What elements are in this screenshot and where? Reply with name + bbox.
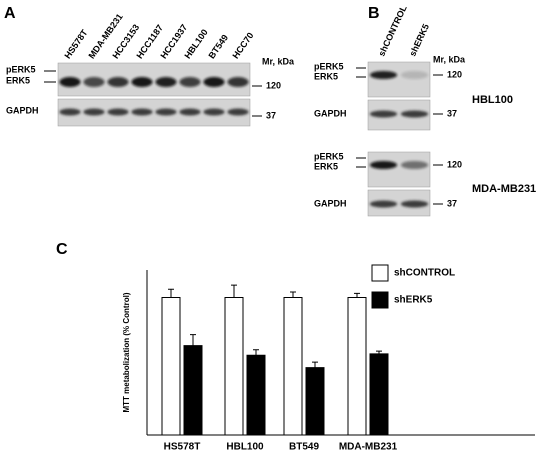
error-bar: [312, 361, 318, 368]
band: [400, 200, 429, 208]
band: [83, 77, 105, 87]
band: [203, 108, 225, 116]
error-bar: [190, 334, 196, 346]
marker: 120: [447, 69, 462, 79]
bar: [161, 297, 181, 436]
panel-label: A: [4, 5, 16, 22]
band: [131, 77, 153, 87]
bar: [347, 297, 367, 436]
marker: 37: [266, 110, 276, 120]
band: [227, 77, 249, 87]
lane-label: HS578T: [62, 27, 89, 60]
bar: [224, 297, 244, 436]
cell-line-label: HBL100: [472, 94, 513, 106]
band: [400, 161, 429, 169]
band: [155, 108, 177, 116]
lane-label: HBL100: [182, 27, 209, 60]
lane-label: BT549: [206, 33, 230, 61]
band: [59, 108, 81, 116]
band-label: GAPDH: [314, 198, 347, 208]
band: [83, 108, 105, 116]
error-bar: [354, 292, 360, 298]
legend-label: shCONTROL: [394, 268, 455, 279]
lane-label: HCC70: [230, 31, 255, 61]
band: [179, 77, 201, 87]
band-label: ERK5: [314, 71, 338, 81]
band-label: pERK5: [314, 61, 344, 71]
x-tick-label: MDA-MB231: [339, 442, 398, 453]
marker: 120: [447, 159, 462, 169]
panel-label: C: [56, 241, 68, 258]
cell-line-label: MDA-MB231: [472, 183, 536, 195]
bar: [369, 353, 389, 436]
band: [369, 71, 398, 79]
bar: [183, 345, 203, 436]
band-label: GAPDH: [314, 108, 347, 118]
y-axis-label: MTT metabolization (% Control): [122, 292, 131, 412]
band-label: ERK5: [6, 75, 30, 85]
band: [203, 77, 225, 87]
marker: 37: [447, 108, 457, 118]
unit-label: Mr, kDa: [433, 54, 466, 64]
bar: [246, 354, 266, 436]
x-tick-label: HBL100: [226, 442, 264, 453]
marker: 120: [266, 80, 281, 90]
error-bar: [168, 288, 174, 298]
band: [107, 108, 129, 116]
lane-label: shERK5: [407, 22, 431, 58]
band: [59, 77, 81, 87]
legend-swatch: [371, 264, 389, 282]
legend-label: shERK5: [394, 295, 433, 306]
marker: 37: [447, 198, 457, 208]
band: [369, 200, 398, 208]
error-bar: [231, 284, 237, 298]
band: [107, 77, 129, 87]
x-tick-label: HS578T: [164, 442, 201, 453]
legend-swatch: [371, 291, 389, 309]
error-bar: [253, 349, 259, 356]
band: [131, 108, 153, 116]
band: [179, 108, 201, 116]
blot: [367, 61, 431, 98]
band: [369, 110, 398, 118]
bar: [305, 367, 325, 436]
unit-label: Mr, kDa: [262, 56, 295, 66]
band: [400, 71, 429, 79]
band: [400, 110, 429, 118]
x-tick-label: BT549: [289, 442, 319, 453]
blot: [367, 151, 431, 188]
lane-label: shCONTROL: [376, 3, 409, 58]
band-label: ERK5: [314, 161, 338, 171]
error-bar: [290, 291, 296, 298]
band: [369, 161, 398, 169]
band-label: pERK5: [6, 64, 36, 74]
band-label: pERK5: [314, 151, 344, 161]
bar: [283, 297, 303, 436]
panel-label: B: [368, 5, 380, 22]
band: [155, 77, 177, 87]
band: [227, 108, 249, 116]
band-label: GAPDH: [6, 105, 39, 115]
